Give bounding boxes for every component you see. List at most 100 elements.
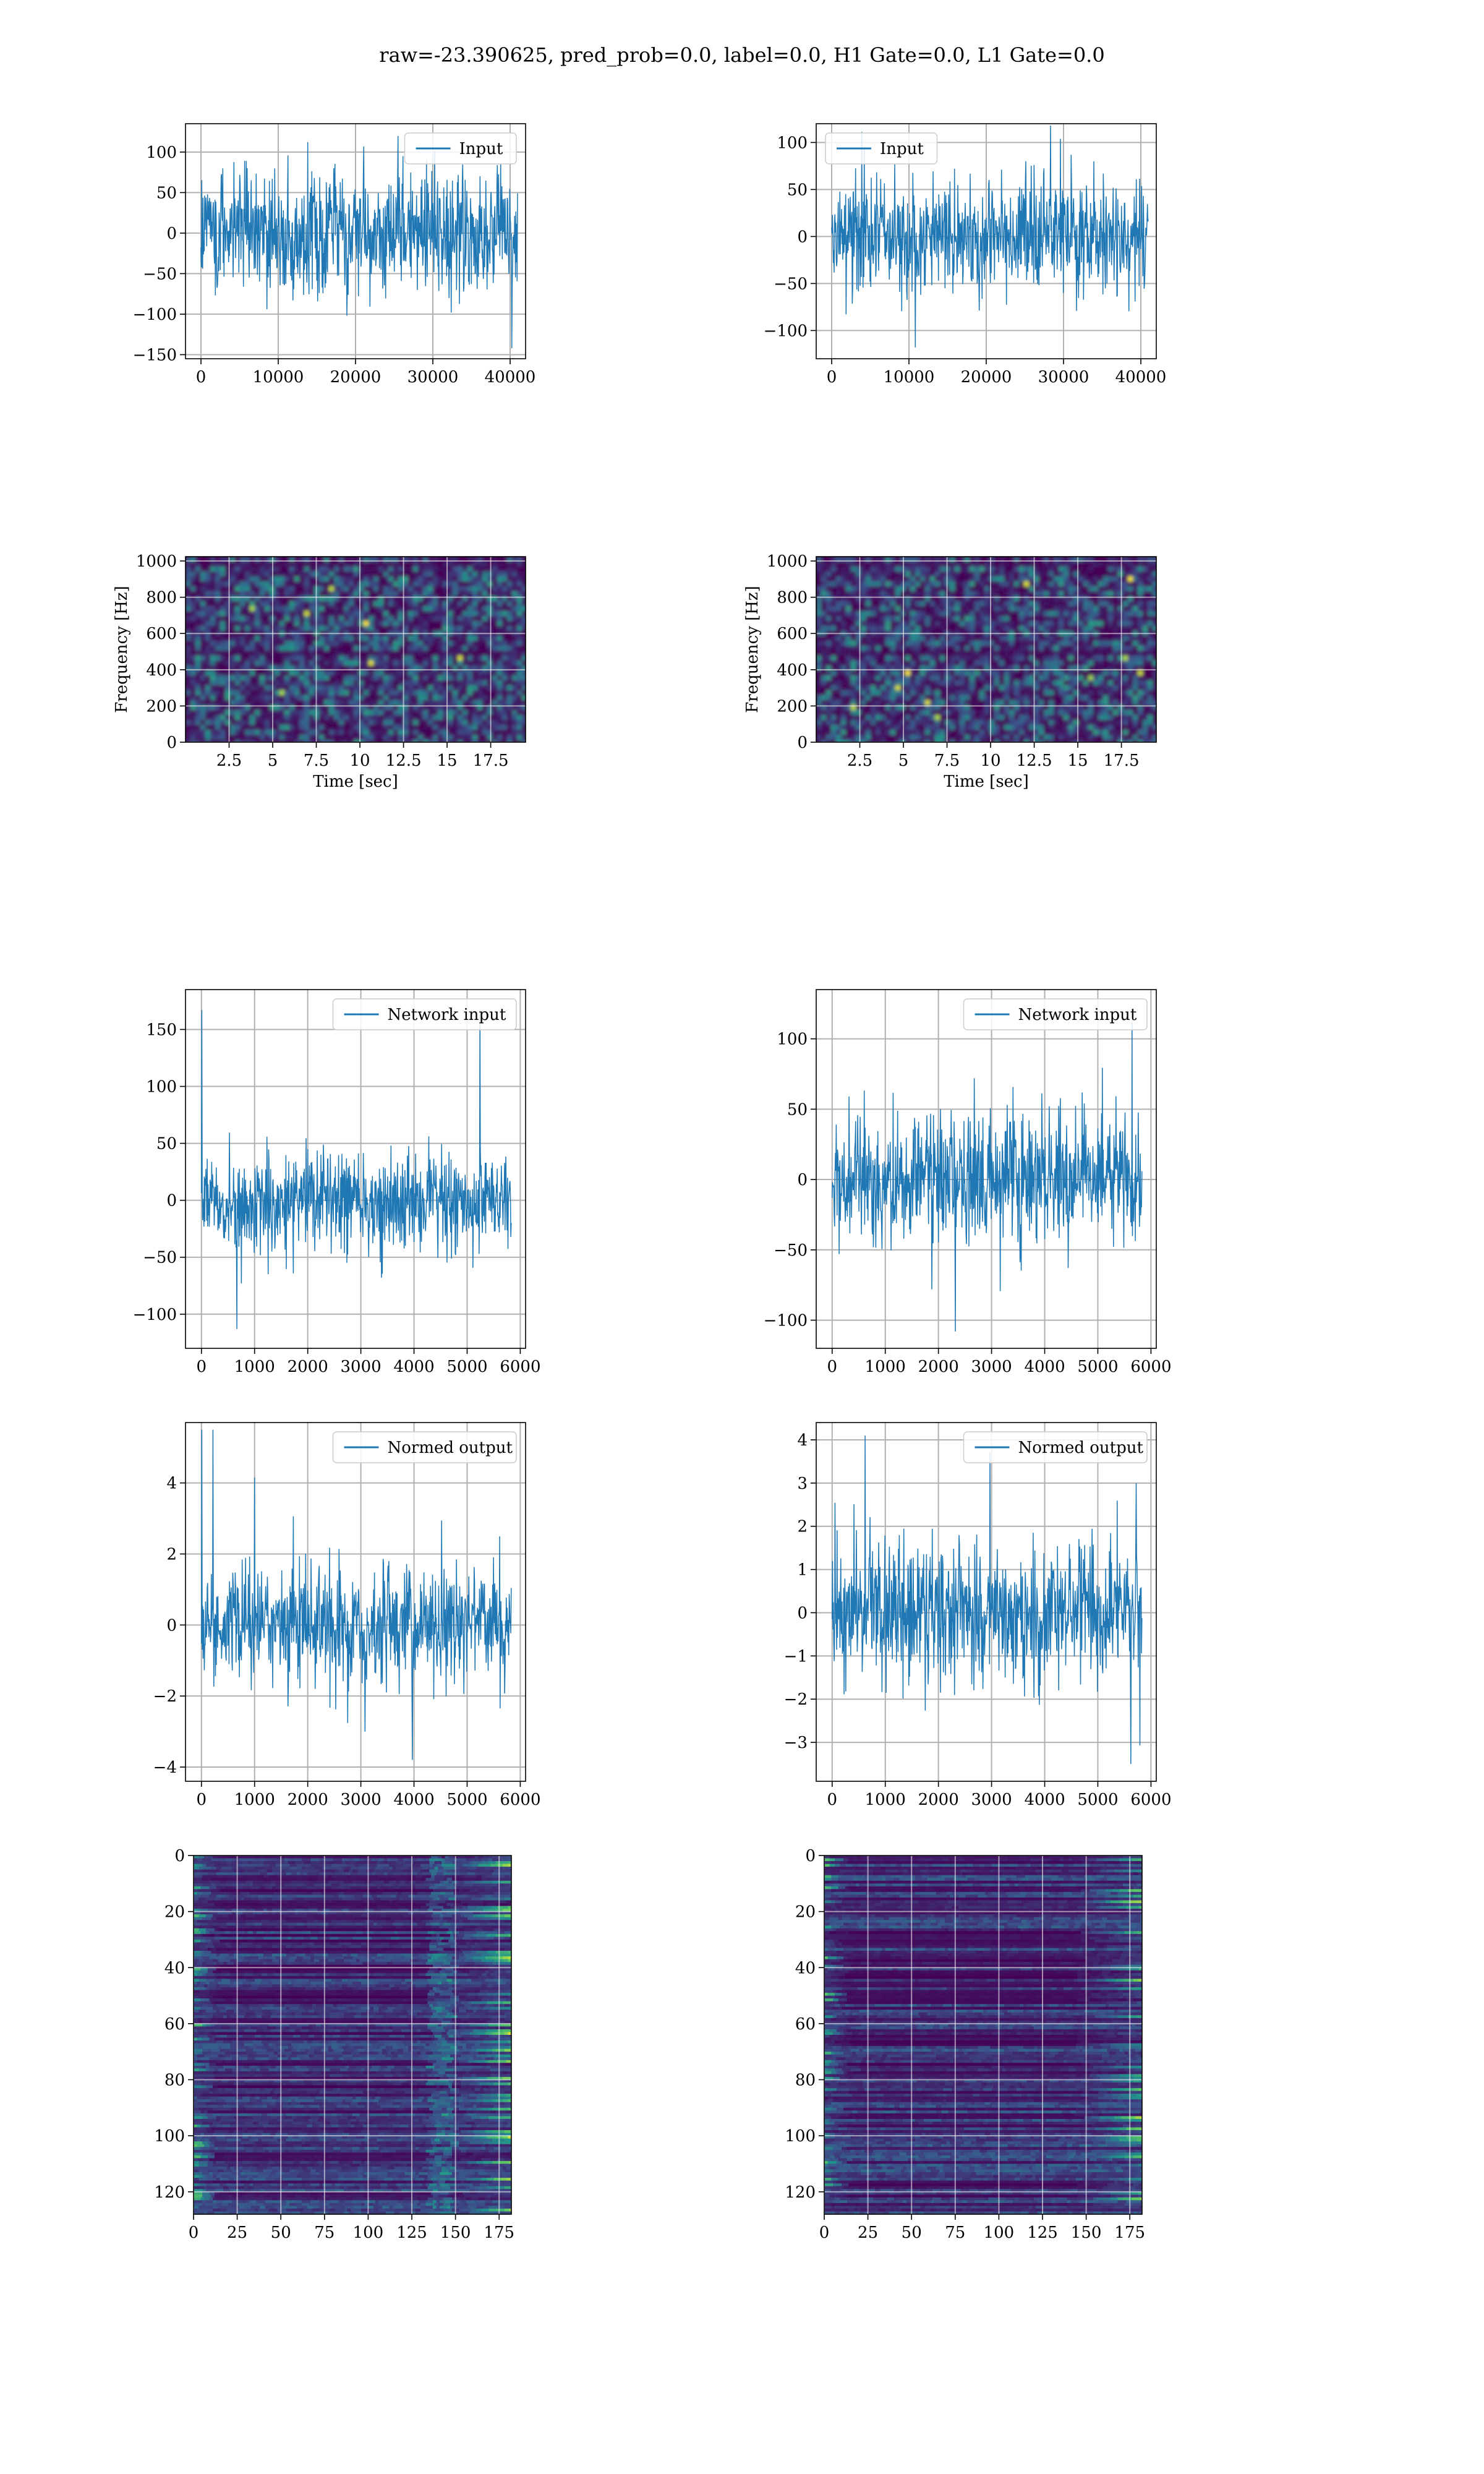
series-line — [201, 1429, 512, 1760]
tick-labels: 0 10000 20000 30000 40000 −150 −100 −50 0 50 100 — [133, 143, 536, 387]
x-tick-label: 0 — [827, 1358, 838, 1376]
x-tick-label: 1000 — [234, 1791, 275, 1809]
x-axis-label: Time [sec] — [313, 773, 398, 791]
legend: Normed output — [963, 1431, 1148, 1463]
tick-labels: 0 1000 2000 3000 4000 5000 6000 −4 −2 0 2 4 — [153, 1475, 541, 1809]
x-tick-label: 0 — [197, 1791, 207, 1809]
x-tick-label: 5000 — [1077, 1791, 1118, 1809]
tick-labels: 2.5 5 7.5 10 12.5 15 17.5 0 200 400 600 800 1000 — [767, 552, 1140, 770]
y-tick-label: 20 — [795, 1903, 816, 1922]
y-tick-label: 400 — [146, 661, 177, 680]
heatmap-cells — [194, 1856, 511, 2214]
legend-label: Normed output — [388, 1439, 513, 1457]
y-tick-label: 0 — [166, 1616, 177, 1635]
axes-frame — [816, 556, 1157, 743]
x-tick-label: 0 — [819, 2224, 830, 2242]
y-tick-label: 100 — [785, 2127, 816, 2146]
y-tick-label: 100 — [777, 134, 808, 152]
y-tick-label: 4 — [166, 1475, 177, 1493]
y-tick-label: 100 — [146, 143, 177, 162]
panel-feat-l1: 0 25 50 75 100 125 150 175 0 20 40 60 80 100 120 — [785, 1847, 1145, 2242]
x-tick-label: 4000 — [1024, 1791, 1065, 1809]
x-tick-label: 150 — [440, 2224, 471, 2242]
x-tick-label: 2000 — [288, 1791, 328, 1809]
x-tick-label: 125 — [1027, 2224, 1058, 2242]
y-tick-label: 1000 — [136, 552, 177, 571]
y-tick-label: −50 — [774, 275, 808, 293]
x-tick-label: 2.5 — [847, 751, 872, 770]
y-tick-label: 40 — [164, 1959, 185, 1977]
x-tick-label: 1000 — [865, 1791, 906, 1809]
legend: Input — [404, 132, 517, 165]
heatmap-cells — [186, 557, 526, 742]
x-tick-label: 0 — [827, 1791, 838, 1809]
axes-frame — [185, 989, 526, 1349]
x-tick-label: 1000 — [865, 1358, 906, 1376]
y-tick-label: 0 — [797, 1171, 808, 1189]
legend: Input — [825, 132, 938, 165]
x-tick-label: 4000 — [393, 1358, 434, 1376]
x-tick-label: 175 — [1114, 2224, 1145, 2242]
x-tick-label: 6000 — [500, 1358, 540, 1376]
legend: Network input — [332, 998, 517, 1030]
x-tick-label: 1000 — [234, 1358, 275, 1376]
figure-title: raw=-23.390625, pred_prob=0.0, label=0.0… — [379, 43, 1104, 67]
x-tick-label: 6000 — [1130, 1358, 1171, 1376]
x-tick-label: 15 — [1068, 751, 1088, 770]
series-line — [832, 1435, 1143, 1765]
series-line — [831, 125, 1149, 348]
y-tick-label: −50 — [143, 265, 177, 283]
x-tick-label: 175 — [484, 2224, 514, 2242]
panel-norm-l1: 0 1000 2000 3000 4000 5000 6000 −3 −2 −1 0 1 2 3 4 Norm… — [784, 1422, 1172, 1809]
panel-feat-h1: 0 25 50 75 100 125 150 175 0 20 40 60 80 100 120 — [154, 1847, 514, 2242]
x-tick-label: 3000 — [341, 1358, 382, 1376]
x-tick-label: 20000 — [330, 368, 382, 387]
y-tick-label: 600 — [777, 625, 808, 643]
y-tick-label: 2 — [166, 1545, 177, 1564]
y-tick-label: 1000 — [767, 552, 808, 571]
x-tick-label: 0 — [189, 2224, 199, 2242]
x-tick-label: 4000 — [1024, 1358, 1065, 1376]
y-tick-label: 0 — [797, 1604, 808, 1622]
y-tick-label: −100 — [764, 322, 808, 340]
x-tick-label: 2.5 — [216, 751, 242, 770]
series-line — [201, 1010, 512, 1329]
y-tick-label: 60 — [795, 2015, 816, 2034]
x-tick-label: 2000 — [918, 1791, 959, 1809]
legend: Normed output — [332, 1431, 517, 1463]
legend-label: Network input — [388, 1006, 506, 1024]
y-tick-label: 0 — [166, 734, 177, 752]
y-tick-label: 0 — [174, 1847, 185, 1865]
x-tick-label: 25 — [858, 2224, 878, 2242]
tick-labels: 0 1000 2000 3000 4000 5000 6000 −100 −50 0 50 100 15… — [133, 1021, 541, 1376]
legend: Network input — [963, 998, 1148, 1030]
x-tick-label: 100 — [353, 2224, 384, 2242]
panel-input-l1: 0 10000 20000 30000 40000 −100 −50 0 50 100 Input — [764, 123, 1166, 387]
y-tick-label: −2 — [153, 1687, 177, 1706]
axes-frame — [193, 1855, 512, 2215]
y-tick-label: 0 — [166, 225, 177, 243]
y-tick-label: 1 — [797, 1561, 808, 1580]
y-tick-label: −3 — [784, 1734, 808, 1752]
tick-labels: 0 25 50 75 100 125 150 175 0 20 40 60 80 100 120 — [154, 1847, 514, 2242]
x-tick-label: 7.5 — [934, 751, 960, 770]
x-tick-label: 4000 — [393, 1791, 434, 1809]
y-tick-label: 100 — [777, 1030, 808, 1049]
y-tick-label: 100 — [154, 2127, 185, 2146]
tick-labels: 0 1000 2000 3000 4000 5000 6000 −3 −2 −1 0 1 2 3 4 — [784, 1431, 1172, 1809]
x-tick-label: 17.5 — [1104, 751, 1140, 770]
y-tick-label: 800 — [146, 589, 177, 607]
panel-norm-h1: 0 1000 2000 3000 4000 5000 6000 −4 −2 0 2 4 Normed o… — [153, 1422, 541, 1809]
y-tick-label: −4 — [153, 1758, 177, 1777]
axes-frame — [824, 1855, 1143, 2215]
y-tick-label: −1 — [784, 1647, 808, 1666]
x-tick-label: 0 — [827, 368, 837, 387]
y-tick-label: 60 — [164, 2015, 185, 2034]
x-tick-label: 3000 — [971, 1791, 1012, 1809]
panel-netin-h1: 0 1000 2000 3000 4000 5000 6000 −100 −50 0 50 100 15… — [133, 989, 541, 1376]
panel-netin-l1: 0 1000 2000 3000 4000 5000 6000 −100 −50 0 50 100 Ne… — [764, 989, 1171, 1376]
y-tick-label: 120 — [785, 2183, 816, 2202]
y-tick-label: 400 — [777, 661, 808, 680]
x-axis-label: Time [sec] — [944, 773, 1029, 791]
